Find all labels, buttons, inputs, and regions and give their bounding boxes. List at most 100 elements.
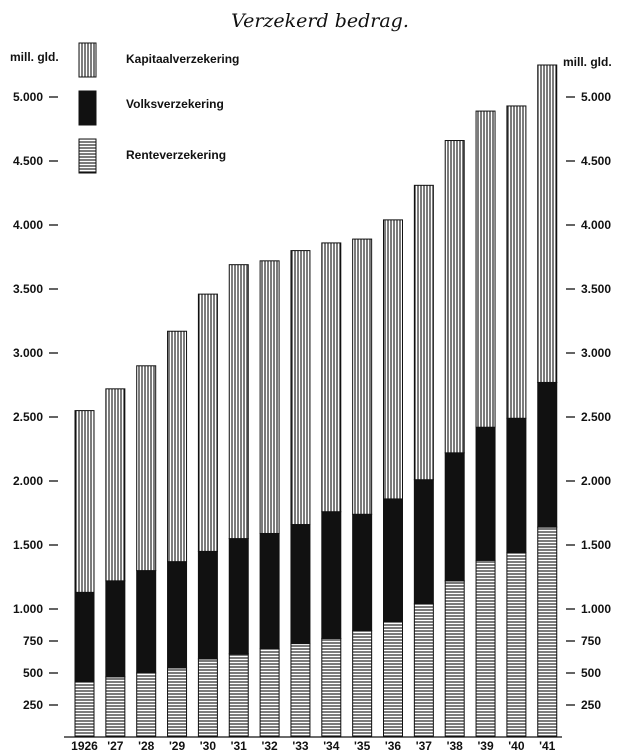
bar-segment-renteverzekering: [506, 552, 527, 738]
x-tick-label: '27: [107, 739, 124, 753]
bar-segment-renteverzekering: [259, 648, 280, 738]
bar-segment-volksverzekering: [136, 570, 157, 674]
left-tick-label: 3.000: [13, 346, 43, 360]
bar-segment-volksverzekering: [74, 591, 95, 683]
right-y-axis: 250 500 750 1.000 1.500 2.000 2.500 3.000 3.500 4…: [566, 90, 611, 712]
bar-segment-renteverzekering: [444, 580, 465, 738]
chart-title: Verzekerd bedrag.: [231, 10, 409, 32]
bar-segment-renteverzekering: [321, 637, 342, 738]
right-tick-label: 500: [581, 666, 601, 680]
x-tick-label: '33: [292, 739, 309, 753]
legend-swatch-volksverzekering: [78, 90, 97, 126]
bar-segment-renteverzekering: [74, 681, 95, 738]
right-tick-label: 2.500: [581, 410, 611, 424]
left-tick-label: 3.500: [13, 282, 43, 296]
left-tick-label: 5.000: [13, 90, 43, 104]
bar-segment-kapitaalverzekering: [197, 293, 218, 552]
bar-segment-volksverzekering: [290, 524, 311, 645]
x-tick-label: 1926: [71, 739, 98, 753]
right-tick-label: 4.000: [581, 218, 611, 232]
bar-segment-volksverzekering: [444, 452, 465, 582]
x-tick-label: '40: [508, 739, 525, 753]
bar-segment-renteverzekering: [475, 559, 496, 738]
bar-stack: [74, 410, 95, 738]
bar-segment-kapitaalverzekering: [475, 110, 496, 428]
bars: [74, 64, 558, 738]
x-tick-label: '36: [385, 739, 402, 753]
legend-item-volksverzekering: Volksverzekering: [78, 90, 224, 126]
bar-stack: [228, 264, 249, 738]
bar-segment-kapitaalverzekering: [383, 219, 403, 500]
bar-stack: [444, 140, 465, 738]
left-tick-label: 750: [23, 634, 43, 648]
left-tick-label: 1.000: [13, 602, 43, 616]
bar-segment-kapitaalverzekering: [290, 250, 311, 526]
left-tick-label: 4.500: [13, 154, 43, 168]
bar-stack: [167, 330, 188, 738]
left-y-axis: 250 500 750 1.000 1.500 2.000 2.500 3.000 3.500 4…: [13, 90, 58, 712]
right-tick-label: 4.500: [581, 154, 611, 168]
bar-segment-kapitaalverzekering: [506, 105, 527, 419]
bar-segment-volksverzekering: [506, 417, 527, 554]
bar-segment-volksverzekering: [228, 538, 249, 655]
bar-stack: [475, 110, 496, 738]
left-tick-label: 2.500: [13, 410, 43, 424]
right-axis-unit-label: mill. gld.: [563, 55, 612, 69]
bar-segment-renteverzekering: [136, 672, 157, 738]
x-tick-label: '30: [200, 739, 217, 753]
bar-stack: [537, 64, 558, 738]
bar-segment-volksverzekering: [321, 511, 342, 639]
bar-segment-volksverzekering: [475, 426, 496, 561]
x-tick-label: '32: [261, 739, 278, 753]
bar-segment-renteverzekering: [197, 658, 218, 738]
bar-segment-renteverzekering: [167, 667, 188, 738]
bar-segment-renteverzekering: [352, 630, 373, 738]
bar-segment-kapitaalverzekering: [413, 184, 434, 481]
bar-segment-renteverzekering: [537, 526, 558, 738]
bar-segment-kapitaalverzekering: [167, 330, 188, 563]
x-tick-label: '28: [138, 739, 155, 753]
left-tick-label: 1.500: [13, 538, 43, 552]
x-tick-label: '35: [354, 739, 371, 753]
left-tick-label: 500: [23, 666, 43, 680]
legend-swatch-kapitaalverzekering: [78, 42, 97, 78]
legend-label-renteverzekering: Renteverzekering: [126, 148, 226, 162]
bar-stack: [259, 260, 280, 738]
right-tick-label: 1.500: [581, 538, 611, 552]
legend-item-renteverzekering: Renteverzekering: [78, 138, 226, 174]
bar-stack: [105, 388, 126, 738]
bar-segment-renteverzekering: [413, 603, 434, 738]
bar-stack: [136, 365, 157, 738]
bar-segment-volksverzekering: [259, 532, 280, 650]
bar-stack: [197, 293, 218, 738]
left-tick-label: 4.000: [13, 218, 43, 232]
bar-segment-kapitaalverzekering: [537, 64, 558, 383]
x-tick-label: '39: [477, 739, 494, 753]
right-tick-label: 1.000: [581, 602, 611, 616]
left-axis-unit-label: mill. gld.: [10, 50, 59, 64]
bar-segment-volksverzekering: [197, 550, 218, 660]
legend-label-volksverzekering: Volksverzekering: [126, 97, 224, 111]
bar-stack: [290, 250, 311, 738]
right-tick-label: 2.000: [581, 474, 611, 488]
right-tick-label: 250: [581, 698, 601, 712]
right-tick-label: 3.500: [581, 282, 611, 296]
bar-segment-kapitaalverzekering: [259, 260, 280, 534]
x-tick-label: '41: [539, 739, 556, 753]
bar-stack: [352, 238, 373, 738]
right-tick-label: 5.000: [581, 90, 611, 104]
bar-segment-kapitaalverzekering: [321, 242, 342, 513]
bar-segment-renteverzekering: [290, 643, 311, 738]
legend-swatch-renteverzekering: [78, 138, 97, 174]
left-tick-label: 250: [23, 698, 43, 712]
x-tick-label: '38: [447, 739, 464, 753]
x-tick-label: '31: [231, 739, 248, 753]
bar-segment-volksverzekering: [383, 498, 403, 623]
x-axis-labels: 1926 '27 '28 '29 '30 '31 '32 '33 '34 '35 '36 '37 '38…: [71, 739, 556, 753]
bar-segment-renteverzekering: [228, 653, 249, 738]
bar-segment-renteverzekering: [105, 676, 126, 738]
bar-segment-kapitaalverzekering: [444, 140, 465, 454]
bar-stack: [506, 105, 527, 738]
bar-segment-kapitaalverzekering: [74, 410, 95, 593]
